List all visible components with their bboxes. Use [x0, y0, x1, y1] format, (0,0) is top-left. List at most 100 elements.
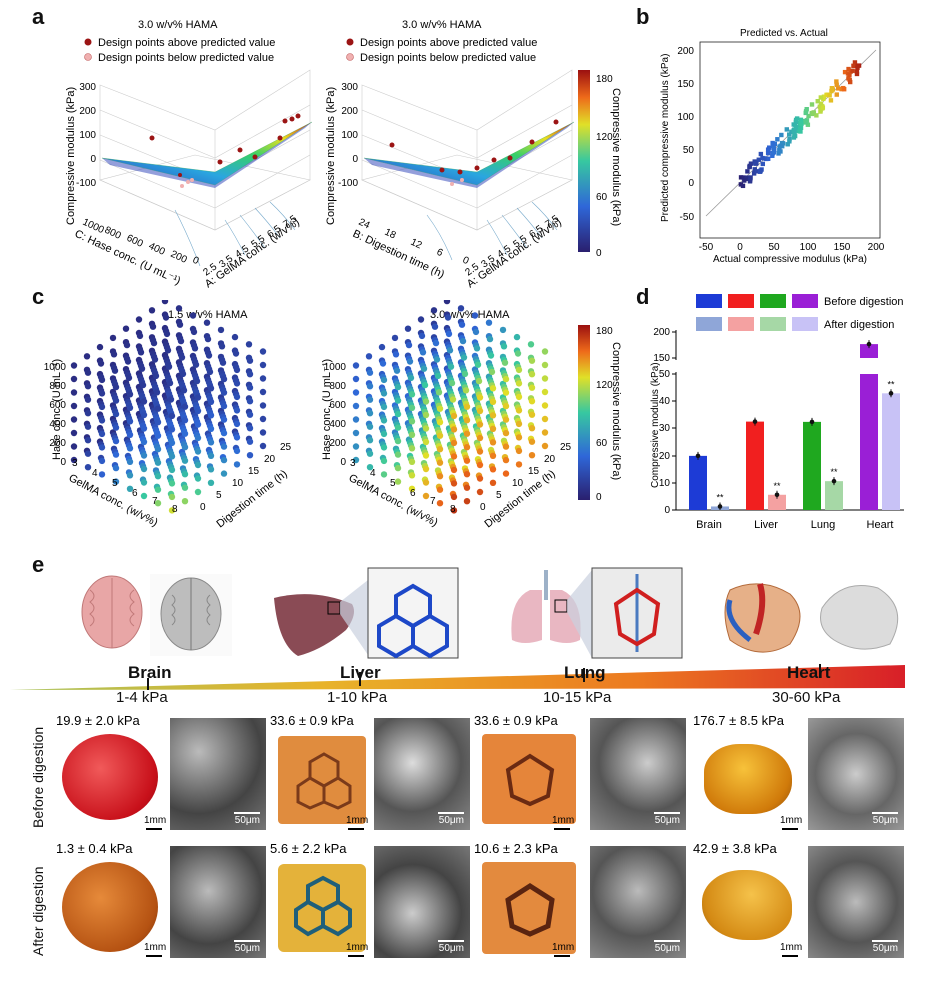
svg-text:600: 600 [125, 233, 145, 250]
cube-point [446, 347, 454, 354]
cube-point [475, 377, 483, 385]
cube-point [515, 447, 523, 455]
bar [746, 421, 764, 510]
svg-text:Predicted compressive modulus: Predicted compressive modulus (kPa) [660, 54, 671, 222]
svg-text:0: 0 [340, 457, 346, 468]
photo-liver-after [272, 858, 372, 958]
cube-point [420, 365, 428, 372]
cube-point [450, 439, 458, 447]
svg-text:100: 100 [677, 112, 694, 123]
svg-text:6: 6 [132, 488, 138, 499]
cube-point [233, 461, 241, 468]
cube-point [233, 366, 241, 374]
sem-brain-before: 50μm [170, 718, 266, 830]
svg-text:-100: -100 [76, 178, 96, 189]
cube-point [135, 316, 143, 323]
sem-liver-before: 50μm [374, 718, 470, 830]
scatter-point [841, 87, 847, 92]
svg-text:5: 5 [496, 490, 502, 501]
cube-point [444, 314, 452, 321]
cube-point [541, 361, 549, 369]
cube-point [246, 384, 254, 391]
cube-point [154, 405, 162, 412]
cube-point [352, 402, 360, 410]
cube-point [421, 381, 429, 389]
cube-point [394, 478, 402, 485]
organ-name-lung: Lung [564, 663, 606, 682]
svg-text:0: 0 [461, 255, 471, 268]
cube-point [203, 319, 211, 326]
svg-text:6: 6 [410, 488, 416, 499]
cube-point [98, 417, 106, 424]
svg-text:Hase conc. (U mL⁻¹): Hase conc. (U mL⁻¹) [51, 359, 63, 460]
cube-point [515, 461, 523, 468]
cube-point [112, 478, 120, 485]
cube-point [528, 411, 536, 418]
cube-point [462, 387, 470, 394]
cube-point [473, 345, 481, 352]
scatter-point [787, 132, 792, 137]
cube-point [476, 421, 484, 428]
cube-point [168, 507, 176, 514]
cube-point [541, 375, 549, 382]
svg-text:Digestion time (h): Digestion time (h) [214, 468, 289, 531]
cube-point [138, 365, 146, 372]
cube-point [97, 360, 105, 367]
cube-point [220, 443, 228, 450]
cube-point [126, 458, 134, 465]
cube-point [392, 351, 400, 358]
cube-point [154, 459, 162, 466]
cube-point [476, 394, 484, 401]
cube-point [541, 442, 549, 450]
scatter-point [818, 107, 823, 113]
svg-text:Before digestion: Before digestion [824, 296, 904, 308]
cube-point [422, 465, 430, 473]
cube-point [541, 348, 549, 355]
cube-point [109, 334, 117, 342]
cube-point [489, 425, 497, 432]
panel-label-e: e [32, 552, 45, 577]
svg-text:6: 6 [435, 247, 445, 260]
scatter-point [770, 140, 775, 146]
svg-text:4: 4 [370, 468, 376, 479]
cube-point [515, 393, 523, 401]
cube-point [84, 450, 92, 457]
cube-point [168, 466, 176, 474]
cube-point [489, 412, 497, 419]
cube-point [220, 429, 228, 437]
cube-point [246, 398, 254, 405]
svg-text:400: 400 [49, 419, 66, 430]
cube-point [419, 349, 427, 356]
cube-point [123, 341, 131, 349]
cube-point [219, 359, 227, 366]
cube-point [502, 456, 510, 464]
svg-text:0: 0 [90, 154, 96, 165]
cube-point [352, 362, 360, 369]
cube-point [112, 437, 120, 445]
scatter-point [847, 72, 852, 77]
cube-point [176, 321, 184, 328]
cube-point [502, 375, 510, 383]
svg-text:30: 30 [659, 423, 671, 434]
colorbar-a: 180 120 60 0 Compressive modulus (kPa) [578, 70, 622, 259]
cube-point [417, 316, 425, 323]
scatter-point [850, 68, 855, 73]
svg-text:Compressive modulus (kPa): Compressive modulus (kPa) [325, 87, 337, 225]
cube-point [84, 383, 92, 390]
cube-point [154, 432, 162, 439]
svg-text:1.5 w/v% HAMA: 1.5 w/v% HAMA [168, 309, 248, 321]
cube-point [168, 453, 176, 460]
svg-text:8: 8 [172, 504, 178, 515]
cube-point [112, 424, 120, 431]
cube-point [463, 430, 471, 437]
cube-point [84, 396, 92, 403]
cube-point [489, 439, 497, 446]
svg-text:200: 200 [329, 438, 346, 449]
scatter-point [758, 151, 764, 157]
cube-point [259, 415, 267, 423]
cube-point [450, 412, 458, 420]
svg-text:300: 300 [341, 82, 358, 93]
svg-text:100: 100 [341, 130, 358, 141]
svg-text:0: 0 [191, 255, 201, 268]
photo-brain-before [56, 730, 166, 830]
